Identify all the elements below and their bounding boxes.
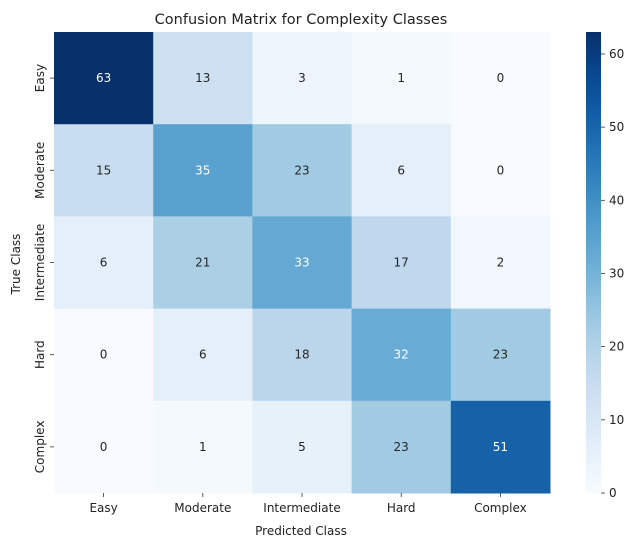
heatmap-cell [252,124,353,217]
heatmap-cell [252,32,353,125]
cell-value-label: 0 [497,163,505,177]
heatmap-cell [252,400,353,494]
cell-value-label: 35 [195,163,210,177]
colorbar-ticks: 0 10 20 30 40 50 60 [601,47,624,500]
heatmap-cell [351,32,452,125]
cell-value-label: 6 [397,163,405,177]
heatmap-cell [450,400,551,494]
heatmap-cell [153,124,253,217]
cell-value-label: 0 [497,71,505,85]
heatmap-cell [252,216,353,310]
cell-value-label: 23 [493,348,508,362]
colorbar-tick-label: 40 [609,193,624,207]
y-axis-label: True Class [9,234,23,296]
y-tick-label: Easy [33,64,47,92]
heatmap-cell-labels: 63 13 3 1 015 35 23 6 06 21 33 17 20 6 18 32 230 1 5 23 51 [96,71,508,454]
x-tick-label: Intermediate [263,501,340,515]
heatmap-cell [351,400,452,494]
x-tick-label: Hard [387,501,416,515]
cell-value-label: 63 [96,71,111,85]
heatmap-cell [450,124,551,217]
colorbar-tick-label: 30 [609,266,624,280]
cell-value-label: 13 [195,71,210,85]
heatmap-cell [351,216,452,310]
cell-value-label: 33 [294,256,309,270]
x-axis-ticks: Easy Moderate Intermediate Hard Complex [89,493,527,515]
x-tick-label: Easy [89,501,117,515]
heatmap-cell [351,308,452,402]
heatmap-cell [351,124,452,217]
heatmap-cell [252,308,353,402]
colorbar-tick-label: 0 [609,486,617,500]
x-axis-label: Predicted Class [255,524,347,538]
heatmap-cell [450,308,551,402]
cell-value-label: 5 [298,440,306,454]
x-tick-label: Moderate [174,501,231,515]
cell-value-label: 1 [397,71,405,85]
heatmap-cell [153,32,253,125]
colorbar [586,32,601,493]
y-tick-label: Intermediate [33,224,47,301]
heatmap-cell [450,216,551,310]
cell-value-label: 6 [199,348,207,362]
y-axis-ticks: Easy Moderate Intermediate Hard Complex [33,64,54,473]
cell-value-label: 0 [100,440,108,454]
heatmap-cells [54,32,551,494]
chart-title: Confusion Matrix for Complexity Classes [155,12,448,28]
y-tick-label: Moderate [33,142,47,199]
heatmap-cell [450,32,551,125]
y-tick-label: Hard [33,340,47,369]
cell-value-label: 21 [195,256,210,270]
colorbar-tick-label: 50 [609,120,624,134]
heatmap-cell [54,400,154,494]
cell-value-label: 23 [394,440,409,454]
colorbar-tick-label: 60 [609,47,624,61]
cell-value-label: 17 [394,256,409,270]
heatmap-cell [153,400,253,494]
cell-value-label: 18 [294,348,309,362]
heatmap-cell [54,216,154,310]
cell-value-label: 1 [199,440,207,454]
cell-value-label: 0 [100,348,108,362]
heatmap-cell [54,308,154,402]
x-tick-label: Complex [474,501,527,515]
heatmap-cell [54,124,154,217]
heatmap-cell [153,216,253,310]
colorbar-tick-label: 10 [609,413,624,427]
cell-value-label: 15 [96,163,111,177]
y-tick-label: Complex [33,421,47,474]
heatmap-cell [54,32,154,125]
cell-value-label: 32 [394,348,409,362]
cell-value-label: 3 [298,71,306,85]
cell-value-label: 51 [493,440,508,454]
heatmap-cell [153,308,253,402]
cell-value-label: 23 [294,163,309,177]
colorbar-tick-label: 20 [609,340,624,354]
cell-value-label: 2 [497,256,505,270]
cell-value-label: 6 [100,256,108,270]
